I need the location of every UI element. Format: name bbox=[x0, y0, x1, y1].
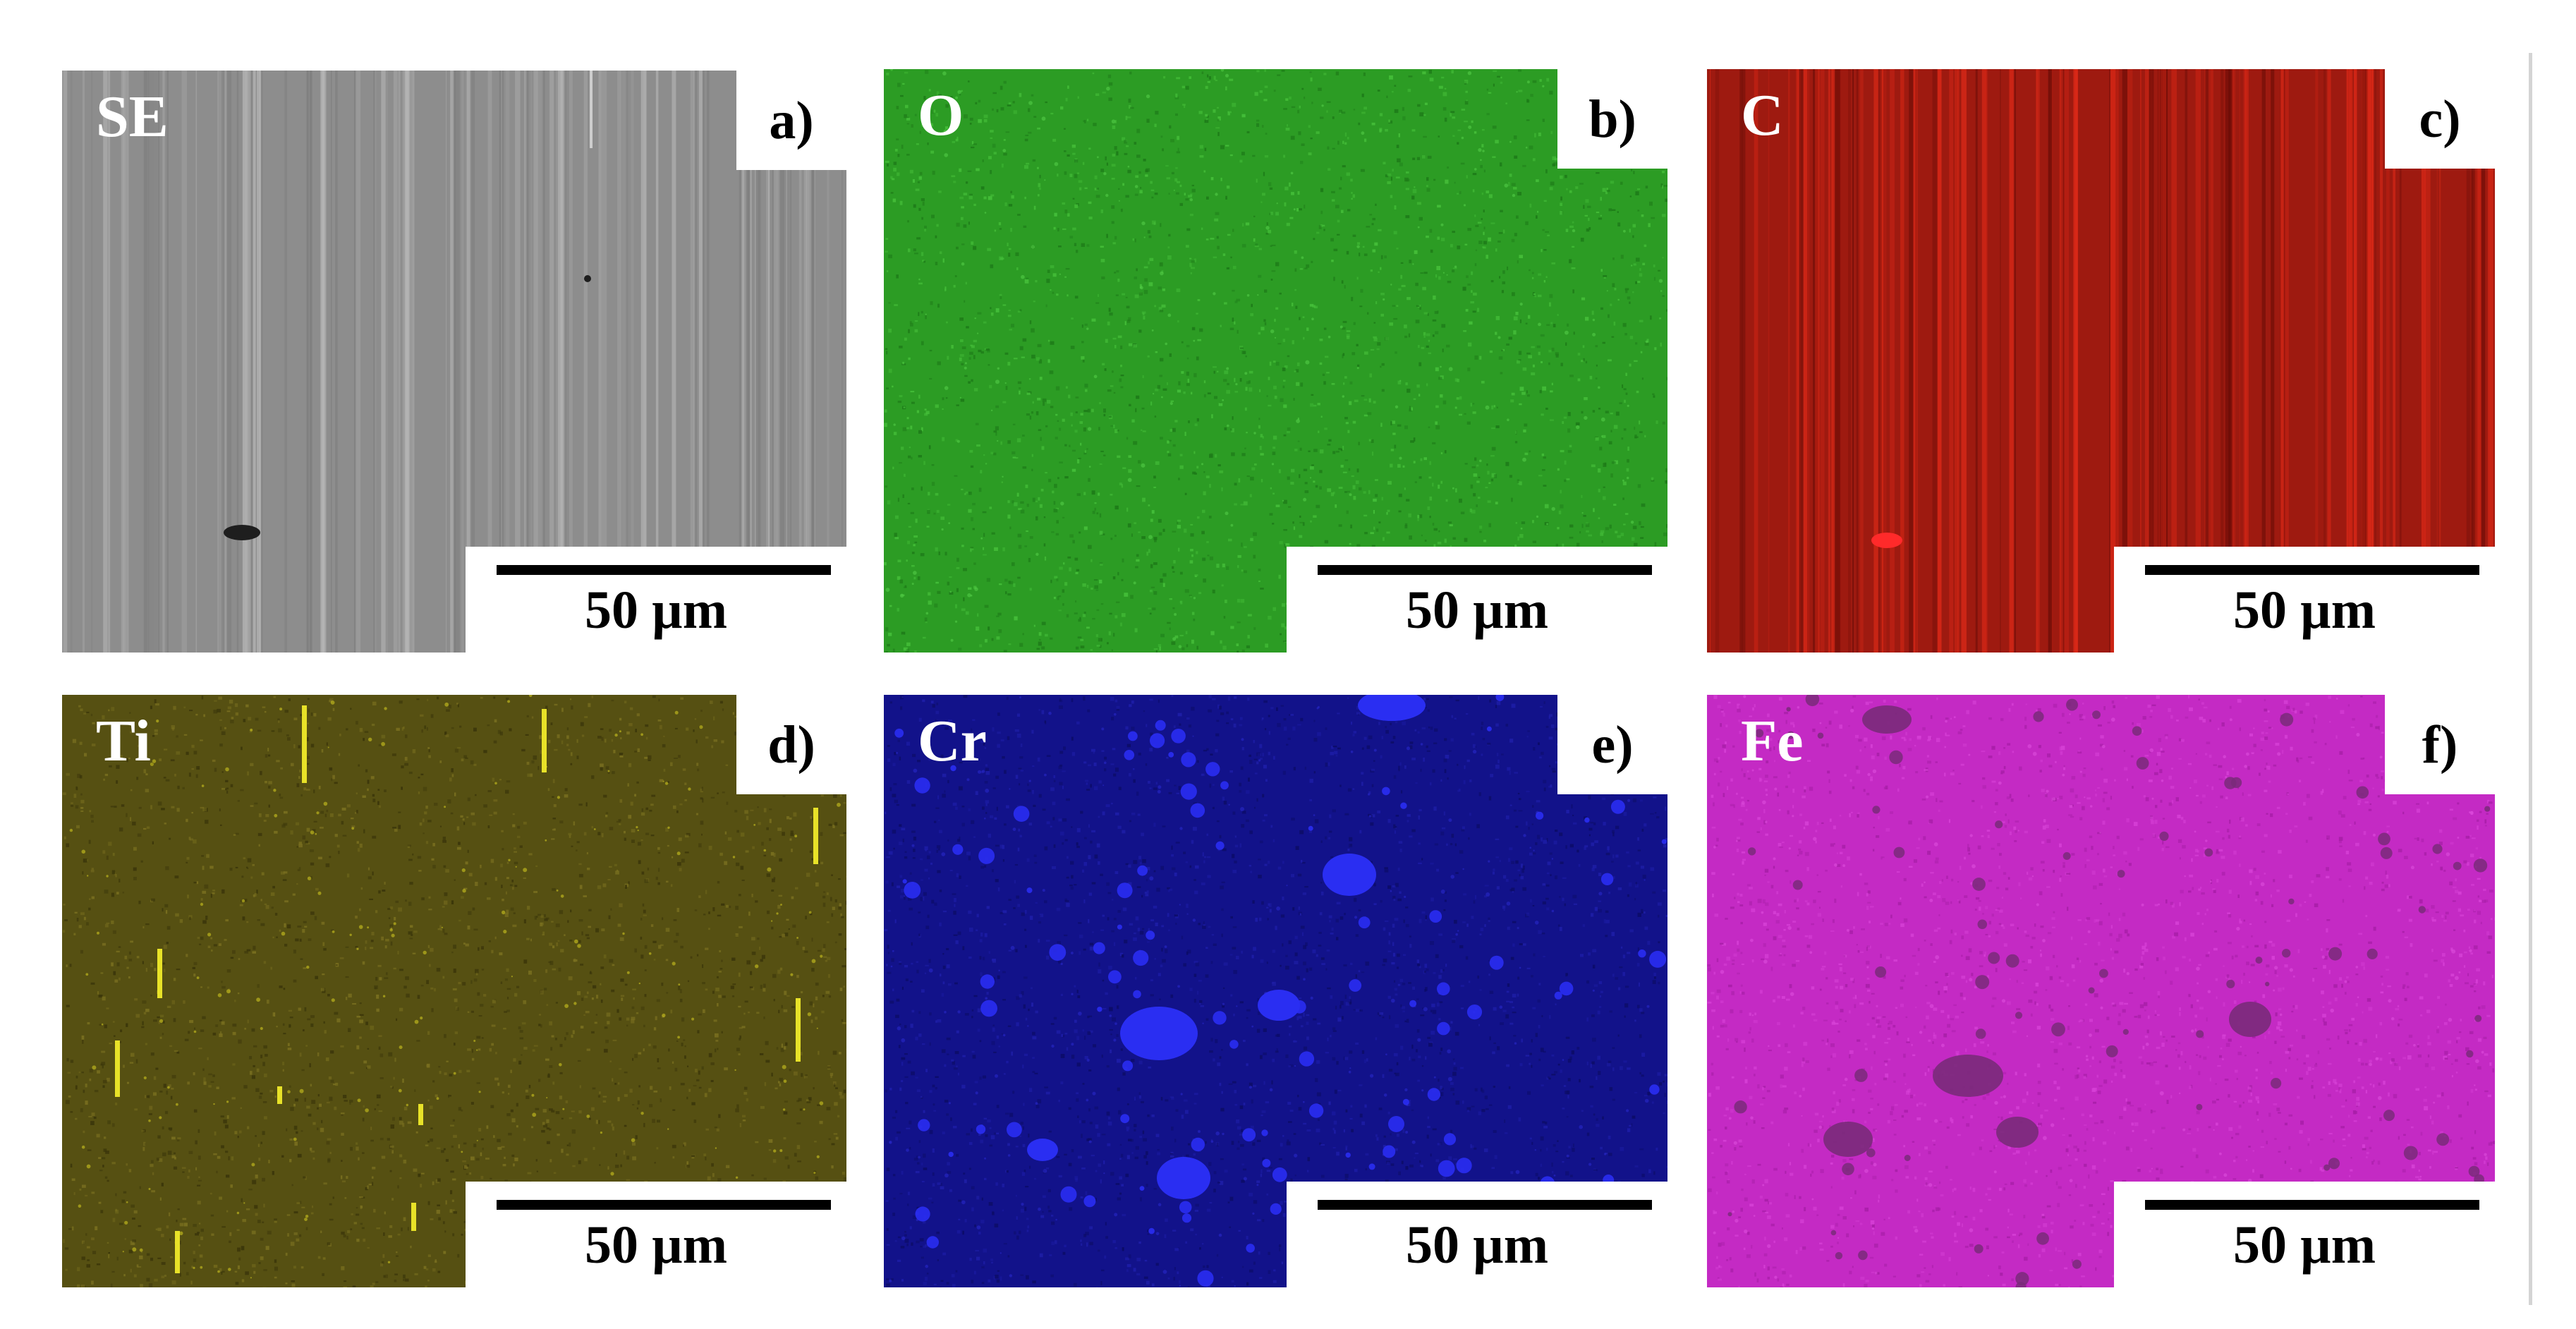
panel-d-titanium-map: Ti d) 50 µm bbox=[62, 695, 846, 1287]
scale-box-d: 50 µm bbox=[466, 1182, 846, 1287]
panel-letter-d: d) bbox=[736, 695, 846, 794]
element-label-cr: Cr bbox=[918, 708, 987, 774]
scale-label-d: 50 µm bbox=[584, 1215, 728, 1275]
scale-box-c: 50 µm bbox=[2114, 547, 2495, 653]
scale-box-f: 50 µm bbox=[2114, 1182, 2495, 1287]
scale-bar-b bbox=[1318, 565, 1652, 575]
panel-letter-e: e) bbox=[1557, 695, 1667, 794]
scale-label-f: 50 µm bbox=[2232, 1215, 2376, 1275]
element-label-fe: Fe bbox=[1741, 708, 1804, 774]
panel-c-carbon-map: C c) 50 µm bbox=[1707, 69, 2495, 653]
element-label-ti: Ti bbox=[96, 708, 151, 774]
scale-label-a: 50 µm bbox=[584, 581, 728, 640]
panel-letter-a: a) bbox=[736, 71, 846, 170]
panel-f-iron-map: Fe f) 50 µm bbox=[1707, 695, 2495, 1287]
panel-letter-c: c) bbox=[2385, 69, 2495, 169]
scale-box-b: 50 µm bbox=[1287, 547, 1667, 653]
panel-letter-f: f) bbox=[2385, 695, 2495, 794]
scale-label-c: 50 µm bbox=[2232, 581, 2376, 640]
scale-box-a: 50 µm bbox=[466, 547, 846, 653]
element-label-c: C bbox=[1741, 83, 1784, 148]
panel-e-chromium-map: Cr e) 50 µm bbox=[884, 695, 1667, 1287]
scale-label-e: 50 µm bbox=[1405, 1215, 1549, 1275]
element-label-se: SE bbox=[96, 84, 169, 150]
panel-a-se-image: SE a) 50 µm bbox=[62, 71, 846, 653]
scale-bar-e bbox=[1318, 1200, 1652, 1210]
panel-b-oxygen-map: O b) 50 µm bbox=[884, 69, 1667, 653]
scale-bar-f bbox=[2145, 1200, 2479, 1210]
panel-letter-b: b) bbox=[1557, 69, 1667, 169]
scale-label-b: 50 µm bbox=[1405, 581, 1549, 640]
scale-bar-c bbox=[2145, 565, 2479, 575]
scale-bar-a bbox=[497, 565, 831, 575]
scale-bar-d bbox=[497, 1200, 831, 1210]
element-label-o: O bbox=[918, 83, 964, 148]
scale-box-e: 50 µm bbox=[1287, 1182, 1667, 1287]
figure-edge-divider bbox=[2529, 53, 2532, 1305]
se-micrograph bbox=[62, 71, 846, 653]
